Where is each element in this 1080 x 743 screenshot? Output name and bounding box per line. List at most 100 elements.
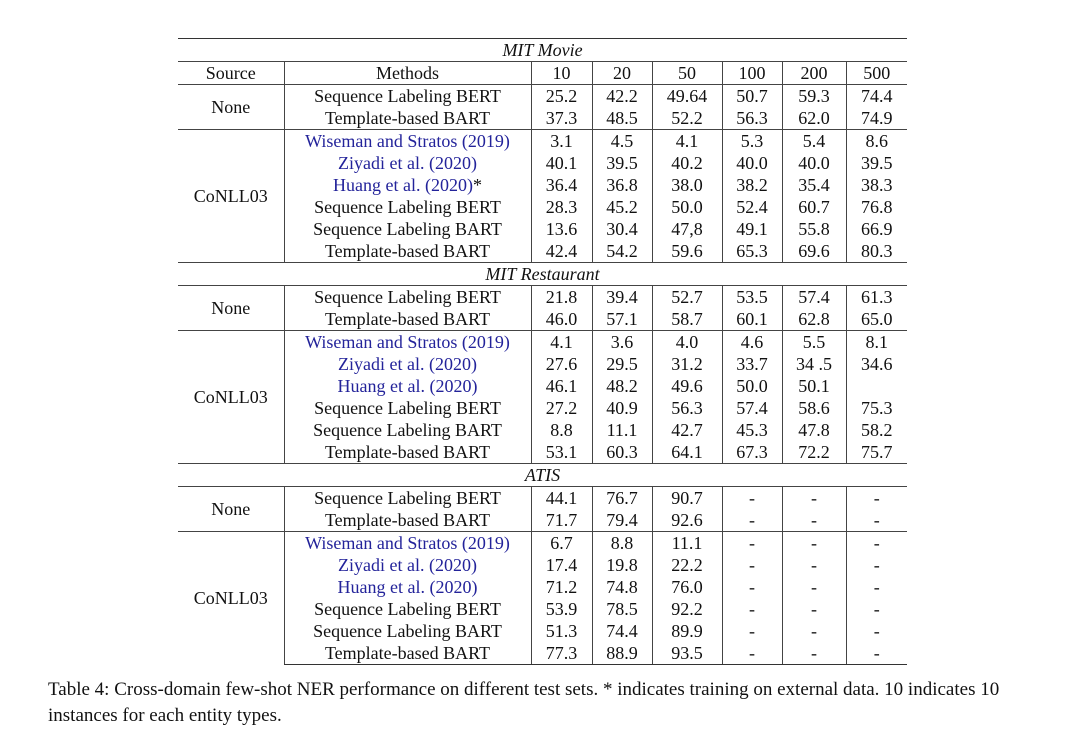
value-cell: 57.4 [781, 285, 846, 308]
value-cell: 46.0 [530, 308, 592, 331]
method-name: Sequence Labeling BART [313, 621, 502, 641]
value-cell: 93.5 [651, 642, 722, 665]
column-header: Source [178, 61, 284, 85]
value-cell: 39.5 [591, 152, 652, 174]
data-row: Sequence Labeling BERT 53.9 78.5 92.2- - - [178, 598, 908, 620]
section-title: MIT Restaurant [178, 262, 908, 286]
data-row: Huang et al. (2020) 46.1 48.2 49.6 50.0 50.1 [178, 375, 908, 397]
value-cell: 52.4 [721, 196, 782, 218]
value-cell: 21.8 [530, 285, 592, 308]
value-cell: 42.2 [591, 84, 652, 107]
column-header: Methods [283, 61, 531, 85]
value-cell: 53.9 [530, 598, 592, 620]
value-cell: 6.7 [530, 531, 592, 554]
source-cell: CoNLL03 [178, 129, 284, 263]
value-cell: - [721, 486, 782, 509]
value-cell: 67.3 [721, 441, 782, 464]
value-cell: 61.3 [845, 285, 908, 308]
value-cell: 92.2 [651, 598, 722, 620]
value-cell: 34.6 [845, 353, 908, 375]
method-name: Sequence Labeling BERT [314, 599, 501, 619]
value-cell: 4.1 [651, 129, 722, 152]
data-row: None Sequence Labeling BERT 25.2 42.2 49.64 5… [178, 84, 908, 130]
value-cell: 50.0 [721, 375, 782, 397]
value-cell: 88.9 [591, 642, 652, 665]
value-cell: 42.4 [530, 240, 592, 263]
value-cell: - [781, 554, 846, 576]
value-cell: 37.3 [530, 107, 592, 130]
value-cell: 44.1 [530, 486, 592, 509]
value-cell: 76.7 [591, 486, 652, 509]
section-title-row: MIT Movie [178, 38, 908, 62]
value-cell: 51.3 [530, 620, 592, 642]
value-cell: 27.6 [530, 353, 592, 375]
value-cell: 59.6 [651, 240, 722, 263]
value-cell: 33.7 [721, 353, 782, 375]
method-name: Wiseman and Stratos (2019) [305, 332, 510, 352]
data-row: Ziyadi et al. (2020) 27.6 29.5 31.2 33.7 34 .… [178, 353, 908, 375]
method-mark: * [472, 175, 482, 195]
value-cell: 60.1 [721, 308, 782, 331]
value-cell: - [781, 620, 846, 642]
value-cell: - [781, 531, 846, 554]
method-cell: Wiseman and Stratos (2019) [283, 330, 531, 353]
value-cell: 52.2 [651, 107, 722, 130]
method-name: Template-based BART [324, 643, 491, 663]
value-cell: 22.2 [651, 554, 722, 576]
method-name: Sequence Labeling BERT [314, 197, 501, 217]
method-cell: Template-based BART [283, 240, 531, 263]
value-cell: 4.6 [721, 330, 782, 353]
value-cell: 4.1 [530, 330, 592, 353]
data-row: CoNLL03 Wiseman and Stratos (2019) 3.1 4.5 4… [178, 129, 908, 263]
value-cell: 79.4 [591, 509, 652, 532]
table-caption: Table 4: Cross-domain few-shot NER perfo… [48, 679, 1000, 726]
value-cell: 31.2 [651, 353, 722, 375]
value-cell: 47,8 [651, 218, 722, 240]
data-row: Sequence Labeling BERT 28.3 45.2 50.0 52.4 60… [178, 196, 908, 218]
column-header: 500 [845, 61, 908, 85]
data-row: Huang et al. (2020)* 36.4 36.8 38.0 38.2 35.4… [178, 174, 908, 196]
value-cell: 40.0 [781, 152, 846, 174]
column-header: 50 [651, 61, 722, 85]
method-name: Ziyadi et al. (2020) [338, 354, 477, 374]
value-cell: 40.9 [591, 397, 652, 419]
value-cell: 71.2 [530, 576, 592, 598]
value-cell: 75.7 [845, 441, 908, 464]
value-cell: 56.3 [651, 397, 722, 419]
data-row: Template-based BART 37.3 48.5 52.2 56.3 62.0 7… [178, 107, 908, 130]
value-cell: 35.4 [781, 174, 846, 196]
value-cell: 55.8 [781, 218, 846, 240]
value-cell: 56.3 [721, 107, 782, 130]
value-cell: 54.2 [591, 240, 652, 263]
column-header: 100 [721, 61, 782, 85]
data-row: Huang et al. (2020) 71.2 74.8 76.0- - - [178, 576, 908, 598]
value-cell: 8.8 [530, 419, 592, 441]
method-name: Wiseman and Stratos (2019) [305, 533, 510, 553]
method-cell: Huang et al. (2020) [283, 375, 531, 397]
value-cell: 60.3 [591, 441, 652, 464]
data-row: Template-based BART 53.1 60.3 64.1 67.3 72.2 7… [178, 441, 908, 464]
value-cell: 78.5 [591, 598, 652, 620]
value-cell: 8.8 [591, 531, 652, 554]
method-name: Template-based BART [324, 510, 491, 530]
method-name: Ziyadi et al. (2020) [338, 555, 477, 575]
value-cell: 65.3 [721, 240, 782, 263]
value-cell: 38.3 [845, 174, 908, 196]
value-cell: 5.4 [781, 129, 846, 152]
data-row: Ziyadi et al. (2020) 40.1 39.5 40.2 40.0 40.0… [178, 152, 908, 174]
method-cell: Sequence Labeling BART [283, 419, 531, 441]
data-row: None Sequence Labeling BERT 21.8 39.4 52.7 53… [178, 285, 908, 331]
value-cell: 58.2 [845, 419, 908, 441]
results-table: MIT Movie Source Methods 10 20 50 100 200 500 Non… [178, 38, 908, 665]
value-cell: - [721, 509, 782, 532]
value-cell: 60.7 [781, 196, 846, 218]
method-name: Huang et al. (2020) [337, 376, 478, 396]
value-cell: 30.4 [591, 218, 652, 240]
value-cell: - [845, 642, 908, 665]
method-cell: Template-based BART [283, 107, 531, 130]
value-cell: - [845, 576, 908, 598]
column-header: 10 [530, 61, 592, 85]
value-cell: - [781, 642, 846, 665]
method-cell: Template-based BART [283, 509, 531, 532]
